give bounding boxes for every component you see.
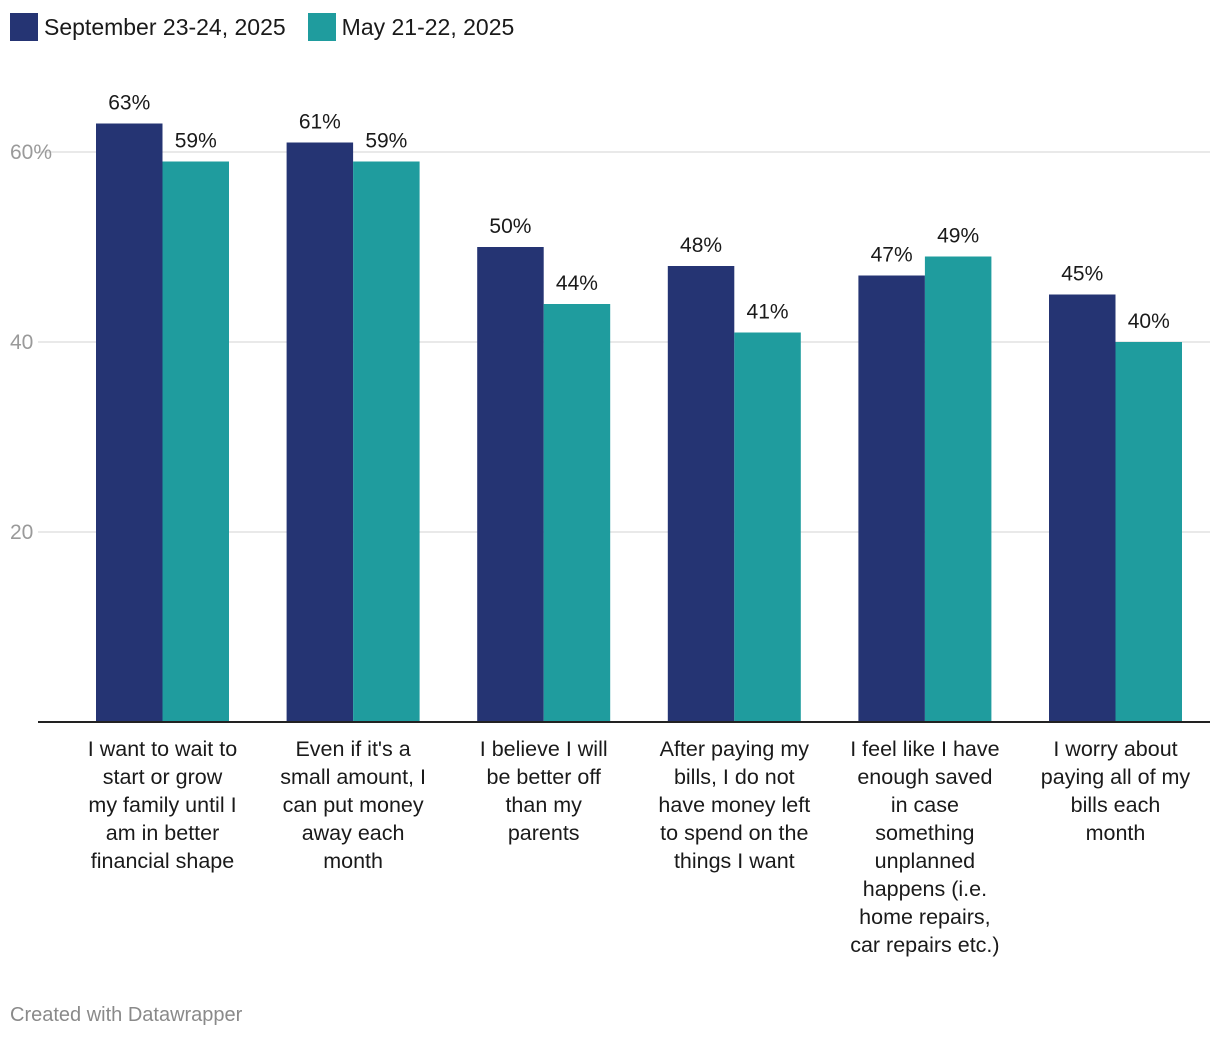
bar-value-label: 59% xyxy=(365,130,407,153)
x-category-label-line: in case xyxy=(891,793,959,817)
legend-item-series-1: September 23-24, 2025 xyxy=(10,13,286,41)
chart-legend: September 23-24, 2025 May 21-22, 2025 xyxy=(10,13,536,41)
bar-september xyxy=(286,142,354,722)
x-category-label-line: happens (i.e. xyxy=(863,877,987,901)
x-category-label-line: enough saved xyxy=(857,765,992,789)
bar-september xyxy=(477,247,544,722)
y-tick-label: 20 xyxy=(10,521,33,544)
bar-may xyxy=(353,161,420,722)
bar-september xyxy=(667,266,735,722)
x-category-label-line: bills each xyxy=(1071,793,1161,817)
x-category-label-line: I believe I will xyxy=(480,737,608,761)
x-category-label-line: car repairs etc.) xyxy=(850,933,999,957)
bar-may xyxy=(543,304,611,722)
x-category-label: I believe I will be better off than my pare… xyxy=(480,737,608,845)
bar-may xyxy=(162,161,229,722)
bar-september xyxy=(96,123,163,722)
bar-value-label: 50% xyxy=(489,215,531,238)
bar-may xyxy=(924,256,992,722)
bar-value-label: 49% xyxy=(937,225,979,248)
x-category-label: After paying my bills, I do not have money… xyxy=(658,737,810,873)
legend-swatch-series-2 xyxy=(307,13,336,41)
x-category-label-line: things I want xyxy=(674,849,795,873)
footer-credit: Created with Datawrapper xyxy=(10,1004,243,1026)
x-category-label-line: I worry about xyxy=(1053,737,1177,761)
legend-item-series-2: May 21-22, 2025 xyxy=(307,13,515,41)
bar-september xyxy=(858,275,925,722)
bar-value-label: 41% xyxy=(747,301,789,324)
x-category-label: I want to wait to start or grow my family … xyxy=(88,737,237,873)
x-category-label-line: Even if it's a xyxy=(295,737,410,761)
x-category-label-line: away each xyxy=(302,821,405,845)
x-category-label-line: my family until I xyxy=(88,793,236,817)
x-category-label-line: bills, I do not xyxy=(674,765,795,789)
bar-september xyxy=(1049,294,1116,722)
x-category-label-line: small amount, I xyxy=(280,765,426,789)
y-tick-label: 60% xyxy=(10,141,52,164)
x-category-label-line: am in better xyxy=(106,821,220,845)
x-category-label-line: I feel like I have xyxy=(850,737,999,761)
y-tick-label: 40 xyxy=(10,331,33,354)
x-category-label-line: month xyxy=(1086,821,1146,845)
bar-value-label: 59% xyxy=(175,130,217,153)
legend-swatch-series-1 xyxy=(10,13,38,41)
bar-value-label: 40% xyxy=(1128,310,1170,333)
x-category-label-line: I want to wait to xyxy=(88,737,237,761)
bar-value-label: 63% xyxy=(108,92,150,115)
bar-value-label: 47% xyxy=(871,244,913,267)
bar-may xyxy=(1115,342,1182,722)
bar-value-label: 61% xyxy=(299,111,341,134)
bar-may xyxy=(734,332,801,722)
x-category-label-line: to spend on the xyxy=(660,821,808,845)
x-category-label-line: month xyxy=(323,849,383,873)
x-category-label-line: home repairs, xyxy=(859,905,990,929)
legend-label-series-2: May 21-22, 2025 xyxy=(341,13,515,40)
x-category-label-line: financial shape xyxy=(91,849,234,873)
legend-label-series-1: September 23-24, 2025 xyxy=(44,13,286,40)
x-category-label-line: than my xyxy=(505,793,582,817)
x-category-label-line: paying all of my xyxy=(1041,765,1191,789)
x-category-label-line: parents xyxy=(508,821,580,845)
x-category-label-line: can put money xyxy=(283,793,424,817)
x-category-label-line: After paying my xyxy=(660,737,810,761)
x-category-label: I worry about paying all of my bills each m… xyxy=(1041,737,1191,845)
x-category-label: I feel like I have enough saved in case som… xyxy=(850,737,999,957)
x-category-label-line: something xyxy=(875,821,974,845)
x-category-label-line: be better off xyxy=(487,765,601,789)
x-category-label-line: have money left xyxy=(658,793,810,817)
bar-value-label: 48% xyxy=(680,234,722,257)
bar-value-label: 44% xyxy=(556,272,598,295)
bar-chart: 20 40 60% 63% 59% I want to wait to start or g… xyxy=(10,92,1210,957)
bar-value-label: 45% xyxy=(1061,263,1103,286)
x-category-label-line: unplanned xyxy=(875,849,975,873)
x-category-label-line: start or grow xyxy=(103,765,223,789)
x-category-label: Even if it's a small amount, I can put mon… xyxy=(280,737,426,873)
